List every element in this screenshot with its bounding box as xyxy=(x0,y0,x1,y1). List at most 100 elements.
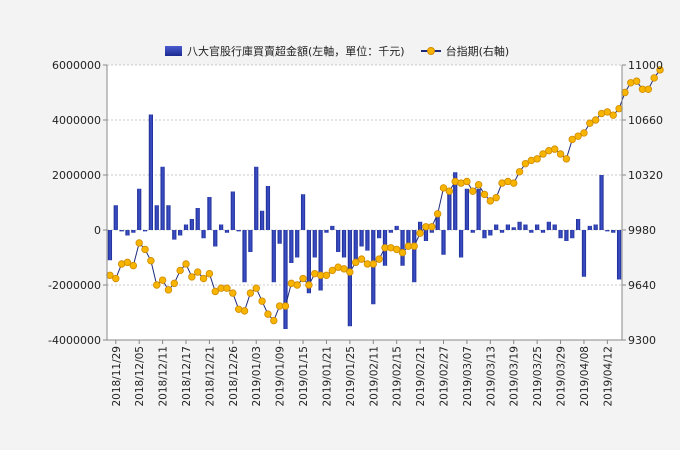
line-marker xyxy=(328,266,337,275)
bar xyxy=(616,230,622,280)
bar xyxy=(417,221,423,230)
line-marker xyxy=(164,286,173,294)
right-tick-label: 10320 xyxy=(628,169,663,182)
left-tick-label: -4000000 xyxy=(48,334,101,347)
right-tick-label: 11000 xyxy=(628,59,663,72)
bar xyxy=(312,230,317,258)
line-marker xyxy=(264,310,272,318)
x-tick-label: 2019/02/11 xyxy=(368,346,380,407)
line-marker xyxy=(615,104,623,113)
bar xyxy=(230,191,235,230)
bar xyxy=(341,230,347,258)
line-marker xyxy=(574,132,582,140)
x-tick-label: 2019/01/09 xyxy=(275,346,287,407)
bar xyxy=(248,230,253,252)
right-tick-label: 9300 xyxy=(628,334,656,347)
bar xyxy=(558,230,563,239)
bar xyxy=(535,224,540,230)
line-marker xyxy=(392,245,401,254)
bar xyxy=(219,224,224,230)
line-marker xyxy=(445,187,454,195)
line-marker xyxy=(580,129,588,137)
legend-line-label: 台指期(右軸) xyxy=(445,45,510,58)
x-tick-label: 2018/12/26 xyxy=(228,346,240,407)
line-marker xyxy=(158,276,167,284)
bar xyxy=(517,221,522,230)
bar xyxy=(593,224,598,230)
line-marker xyxy=(586,119,594,127)
line-marker xyxy=(252,284,260,292)
line-marker xyxy=(510,179,518,187)
bar xyxy=(511,227,516,230)
line-marker xyxy=(486,197,495,205)
line-marker xyxy=(299,274,307,283)
bar xyxy=(295,230,300,258)
gridlines xyxy=(107,64,622,341)
bar xyxy=(447,191,452,230)
x-tick-label: 2019/01/15 xyxy=(298,346,310,407)
line-marker xyxy=(199,274,208,283)
line-marker xyxy=(439,184,448,192)
line-series xyxy=(106,66,664,325)
line-marker xyxy=(375,255,383,263)
bar xyxy=(166,205,171,230)
bar xyxy=(178,230,183,236)
bar xyxy=(435,213,440,230)
line-marker xyxy=(293,281,301,289)
bar xyxy=(488,230,493,236)
line-marker xyxy=(609,111,617,119)
bar xyxy=(494,224,499,230)
line-marker xyxy=(182,260,190,268)
bar xyxy=(523,224,528,230)
line-marker xyxy=(346,268,354,276)
line-marker xyxy=(352,258,360,267)
bar xyxy=(476,188,481,230)
line-marker xyxy=(112,274,120,283)
line-marker xyxy=(246,289,255,297)
line-marker xyxy=(591,116,600,124)
x-tick-label: 2019/04/12 xyxy=(602,346,614,407)
x-tick-label: 2018/12/21 xyxy=(204,346,216,407)
line-marker xyxy=(123,258,132,267)
x-tick-label: 2018/12/05 xyxy=(134,346,146,407)
line-marker xyxy=(492,193,500,202)
bar xyxy=(546,221,551,230)
legend-bar-label: 八大官股行庫買賣超金額(左軸，單位：千元) xyxy=(187,45,405,58)
bar xyxy=(172,230,177,240)
bar xyxy=(400,230,405,266)
left-tick-label: -2000000 xyxy=(48,279,101,292)
line-marker xyxy=(515,168,524,176)
line-marker xyxy=(463,177,471,186)
line-marker xyxy=(170,279,179,288)
bar xyxy=(576,219,581,230)
x-tick-label: 2019/02/21 xyxy=(415,346,427,407)
line-marker xyxy=(229,289,237,297)
bar xyxy=(377,230,382,239)
right-tick-label: 10660 xyxy=(628,114,663,127)
x-tick-label: 2019/03/07 xyxy=(462,346,474,407)
bar xyxy=(353,230,358,261)
line-marker xyxy=(153,281,161,289)
left-tick-label: 0 xyxy=(94,224,101,237)
line-marker xyxy=(416,229,424,237)
line-marker xyxy=(211,287,219,296)
left-tick-label: 4000000 xyxy=(52,114,101,127)
bar xyxy=(599,175,604,230)
x-tick-label: 2018/12/11 xyxy=(158,346,170,407)
bar xyxy=(300,194,306,230)
line-marker xyxy=(398,248,407,257)
line-marker xyxy=(562,155,571,163)
bar xyxy=(441,230,446,255)
right-tick-label: 9640 xyxy=(628,279,656,292)
bar xyxy=(482,230,487,239)
line-marker xyxy=(305,281,313,289)
bar xyxy=(289,230,294,263)
bar xyxy=(125,230,130,236)
bar xyxy=(587,225,592,230)
line-marker xyxy=(205,269,214,278)
line-marker xyxy=(322,271,331,279)
bar xyxy=(189,219,194,230)
bar xyxy=(242,230,247,283)
line-marker xyxy=(410,242,418,250)
line-marker xyxy=(258,297,266,305)
